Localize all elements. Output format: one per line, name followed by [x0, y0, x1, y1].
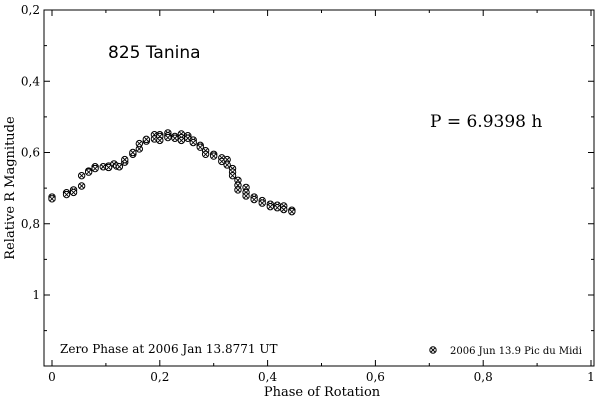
marker-hatch — [251, 197, 257, 202]
marker-hatch — [179, 138, 184, 143]
x-tick-label: 0,8 — [474, 370, 493, 384]
x-axis-ticks: 0 0,2 0,4 0,6 0,8 1 — [48, 10, 595, 384]
y-tick-label: 1 — [32, 288, 40, 302]
marker-hatch — [86, 169, 91, 175]
data-point — [189, 138, 197, 147]
data-point — [135, 139, 144, 148]
marker-hatch — [190, 140, 196, 145]
data-point — [77, 171, 86, 180]
data-point — [201, 150, 210, 158]
data-point — [84, 168, 93, 176]
data-point — [288, 207, 296, 216]
data-point — [250, 195, 258, 204]
zero-phase-annotation: Zero Phase at 2006 Jan 13.8771 UT — [60, 342, 277, 356]
plot-frame — [43, 9, 595, 367]
marker-hatch — [79, 173, 84, 178]
marker-hatch — [71, 190, 76, 195]
legend-symbol — [429, 346, 437, 354]
x-tick-label: 0,6 — [366, 370, 385, 384]
data-point — [69, 188, 78, 197]
data-point — [164, 133, 172, 142]
marker-hatch — [157, 138, 163, 143]
x-tick-label: 0,2 — [150, 370, 169, 384]
marker-hatch — [274, 205, 280, 211]
marker-hatch — [267, 204, 273, 209]
marker-hatch — [224, 162, 230, 168]
data-point — [91, 164, 99, 173]
marker-hatch — [235, 177, 241, 183]
legend-entry: 2006 Jun 13.9 Pic du Midi — [450, 346, 582, 357]
data-point — [156, 136, 164, 145]
y-axis-label: Relative R Magnitude — [3, 116, 18, 260]
y-axis-ticks: 0,2 0,4 0,6 0,8 1 — [21, 3, 594, 332]
y-tick-label: 0,6 — [21, 146, 40, 160]
data-point — [177, 136, 186, 145]
marker-hatch — [211, 153, 217, 159]
marker-hatch — [224, 157, 230, 162]
marker-hatch — [281, 207, 287, 212]
plot-area — [43, 9, 595, 367]
data-point — [266, 202, 274, 211]
chart-title: 825 Tanina — [108, 43, 201, 63]
data-point — [171, 134, 179, 142]
marker-hatch — [172, 135, 178, 141]
legend: 2006 Jun 13.9 Pic du Midi — [429, 346, 582, 357]
marker-hatch — [230, 173, 235, 178]
marker-hatch — [185, 135, 191, 141]
data-point — [228, 171, 237, 180]
x-axis-label: Phase of Rotation — [264, 385, 381, 400]
marker-hatch — [289, 209, 295, 214]
data-point — [280, 205, 288, 214]
marker-hatch — [235, 187, 241, 193]
data-point — [115, 163, 124, 171]
marker-hatch — [136, 141, 142, 146]
marker-hatch — [136, 146, 142, 152]
marker-hatch — [219, 159, 225, 164]
x-tick-label: 1 — [587, 370, 595, 384]
marker-hatch — [79, 183, 84, 189]
data-point — [121, 155, 129, 164]
marker-hatch — [117, 164, 122, 170]
marker-hatch — [203, 151, 208, 157]
data-points — [48, 129, 296, 216]
data-point — [129, 148, 137, 157]
period-annotation: P = 6.9398 h — [430, 112, 542, 132]
marker-hatch — [243, 193, 249, 199]
y-tick-label: 0,4 — [21, 74, 40, 88]
data-point — [142, 135, 151, 144]
data-point — [258, 199, 266, 207]
marker-hatch — [92, 166, 98, 171]
data-point — [196, 143, 204, 151]
marker-hatch — [259, 200, 265, 206]
marker-hatch — [122, 157, 128, 162]
marker-hatch — [430, 347, 436, 353]
data-point — [234, 186, 242, 194]
marker-hatch — [144, 137, 149, 142]
marker-hatch — [197, 144, 203, 150]
marker-hatch — [152, 136, 157, 142]
data-point — [99, 163, 107, 171]
data-point — [223, 161, 231, 169]
data-point — [48, 195, 56, 203]
marker-hatch — [243, 185, 249, 190]
data-point — [242, 192, 250, 200]
data-point — [273, 204, 282, 212]
y-tick-label: 0,8 — [21, 217, 40, 231]
data-point — [77, 182, 86, 190]
y-tick-label: 0,2 — [21, 3, 40, 17]
x-tick-label: 0,4 — [258, 370, 277, 384]
legend-marker — [429, 346, 437, 354]
data-point — [62, 190, 71, 199]
marker-hatch — [49, 196, 55, 202]
marker-hatch — [130, 150, 136, 155]
x-tick-label: 0 — [48, 370, 56, 384]
marker-hatch — [100, 164, 106, 170]
data-point — [104, 163, 113, 172]
data-point — [210, 152, 218, 160]
marker-hatch — [165, 135, 171, 140]
marker-hatch — [64, 192, 69, 197]
marker-hatch — [106, 165, 111, 170]
